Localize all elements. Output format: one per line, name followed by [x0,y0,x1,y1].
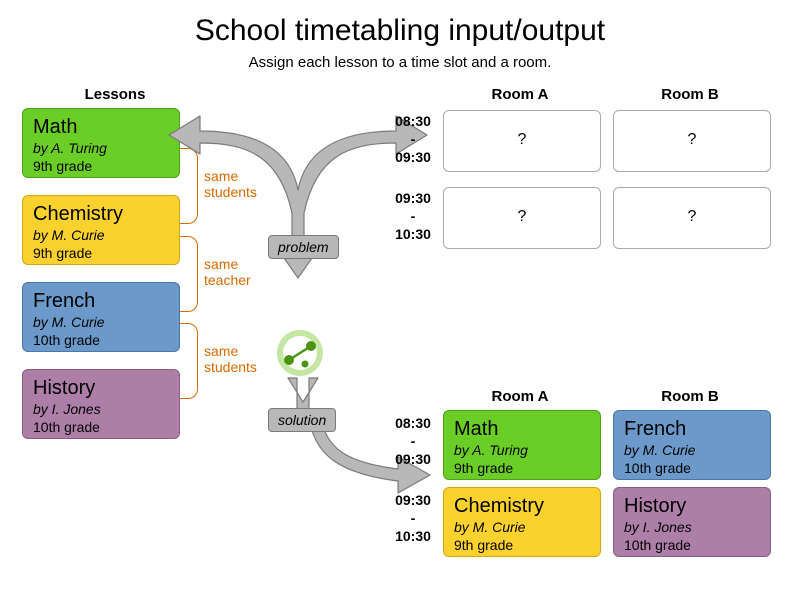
lesson-card-3-subject: History [33,376,169,401]
solution-card-2-grade: 9th grade [454,537,590,555]
timeslot-solution-1: 09:30-10:30 [388,491,438,546]
solution-card-3-subject: History [624,494,760,519]
empty-cell-2: ? [443,187,601,249]
header-problem-room-a: Room A [470,86,570,103]
lesson-card-1-subject: Chemistry [33,202,169,227]
lesson-card-3: Historyby I. Jones10th grade [22,369,180,439]
header-problem-room-b: Room B [640,86,740,103]
solution-card-3-teacher: by I. Jones [624,519,760,537]
timeslot-problem-1: 09:30-10:30 [388,189,438,244]
lesson-card-2-teacher: by M. Curie [33,314,169,332]
solver-icon [275,328,325,378]
lesson-card-1: Chemistryby M. Curie9th grade [22,195,180,265]
header-lessons: Lessons [65,86,165,103]
solution-card-0-grade: 9th grade [454,460,590,478]
lesson-card-2-subject: French [33,289,169,314]
relation-label-2: samestudents [204,343,257,375]
empty-cell-0: ? [443,110,601,172]
solution-card-2-teacher: by M. Curie [454,519,590,537]
badge-problem: problem [268,235,339,259]
page-title: School timetabling input/output [0,14,800,48]
relation-bracket-2 [180,323,198,399]
solution-card-2: Chemistryby M. Curie9th grade [443,487,601,557]
lesson-card-2-grade: 10th grade [33,332,169,350]
lesson-card-0-grade: 9th grade [33,158,169,176]
lesson-card-0: Mathby A. Turing9th grade [22,108,180,178]
lesson-card-3-teacher: by I. Jones [33,401,169,419]
badge-solution: solution [268,408,336,432]
solution-card-1-subject: French [624,417,760,442]
solution-card-3: Historyby I. Jones10th grade [613,487,771,557]
page-subtitle: Assign each lesson to a time slot and a … [0,54,800,71]
lesson-card-0-subject: Math [33,115,169,140]
lesson-card-2: Frenchby M. Curie10th grade [22,282,180,352]
header-solution-room-a: Room A [470,388,570,405]
solution-card-1-grade: 10th grade [624,460,760,478]
lesson-card-1-grade: 9th grade [33,245,169,263]
lesson-card-0-teacher: by A. Turing [33,140,169,158]
header-solution-room-b: Room B [640,388,740,405]
solution-card-0-subject: Math [454,417,590,442]
solution-card-2-subject: Chemistry [454,494,590,519]
arrow-problem [195,118,395,318]
lesson-card-3-grade: 10th grade [33,419,169,437]
solution-card-0-teacher: by A. Turing [454,442,590,460]
solution-card-1-teacher: by M. Curie [624,442,760,460]
empty-cell-1: ? [613,110,771,172]
solution-card-3-grade: 10th grade [624,537,760,555]
timeslot-solution-0: 08:30-09:30 [388,414,438,469]
empty-cell-3: ? [613,187,771,249]
timeslot-problem-0: 08:30-09:30 [388,112,438,167]
solution-card-0: Mathby A. Turing9th grade [443,410,601,480]
lesson-card-1-teacher: by M. Curie [33,227,169,245]
solution-card-1: Frenchby M. Curie10th grade [613,410,771,480]
